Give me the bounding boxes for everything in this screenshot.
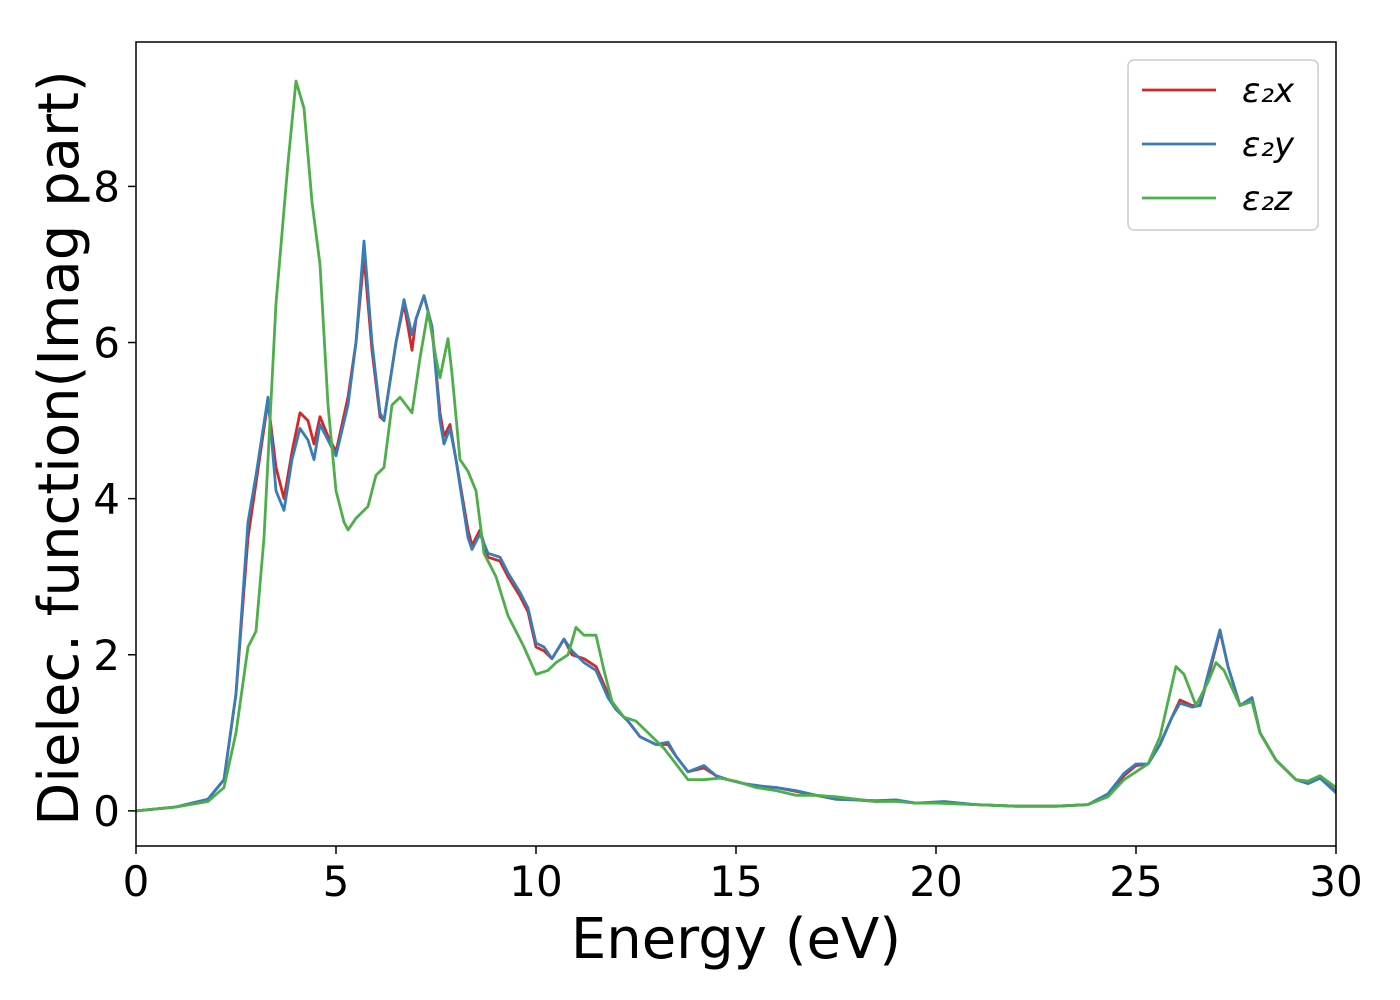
legend-label: ε₂z [1242, 179, 1293, 219]
y-axis-label: Dielec. function(Imag part) [27, 70, 92, 826]
x-tick-label: 30 [1309, 857, 1362, 906]
legend: ε₂x ε₂y ε₂z [1127, 59, 1319, 231]
y-tick-label: 6 [93, 319, 120, 368]
y-tick-label: 2 [93, 631, 120, 680]
x-axis-label: Energy (eV) [571, 907, 901, 972]
y-tick-label: 0 [93, 787, 120, 836]
series-line-2 [136, 239, 1336, 813]
series-line-3 [136, 79, 1336, 813]
x-tick-label: 20 [909, 857, 962, 906]
legend-label: ε₂y [1242, 125, 1295, 165]
x-tick-label: 15 [709, 857, 762, 906]
legend-box [1127, 59, 1319, 231]
x-tick-label: 0 [123, 857, 150, 906]
y-tick-label: 8 [93, 162, 120, 211]
x-tick-label: 10 [509, 857, 562, 906]
plot-area [136, 79, 1336, 813]
y-axis: 0 2 4 6 8 [93, 162, 136, 836]
x-tick-label: 5 [323, 857, 350, 906]
y-tick-label: 4 [93, 475, 120, 524]
series-line-1 [136, 255, 1336, 813]
x-axis: 0 5 10 15 20 25 30 [123, 846, 1363, 906]
x-tick-label: 25 [1109, 857, 1162, 906]
legend-label: ε₂x [1242, 71, 1295, 111]
